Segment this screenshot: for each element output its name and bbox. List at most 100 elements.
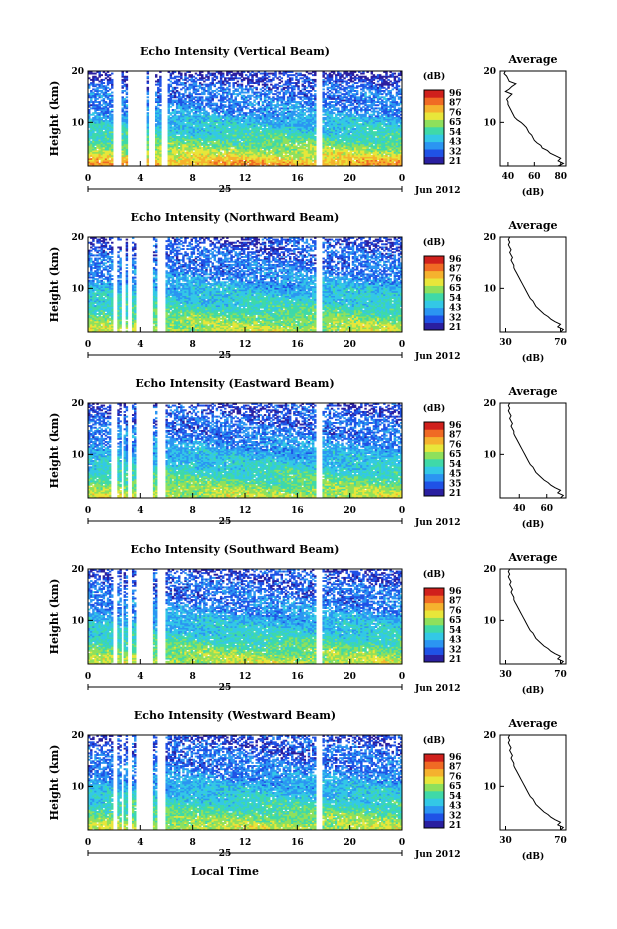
- heatmap-cell: [146, 143, 150, 146]
- heatmap-cell: [92, 164, 95, 167]
- heatmap-cell: [100, 140, 103, 143]
- heatmap-cell: [278, 151, 281, 154]
- heatmap-cell: [184, 154, 187, 157]
- heatmap-cell: [242, 156, 246, 159]
- heatmap-cell: [360, 107, 363, 110]
- heatmap-cell: [184, 159, 187, 162]
- heatmap-cell: [90, 161, 93, 164]
- heatmap-cell: [257, 151, 260, 154]
- heatmap-cell: [215, 145, 219, 148]
- heatmap-cell: [343, 151, 346, 154]
- heatmap-cell: [332, 151, 336, 154]
- heatmap-cell: [355, 147, 359, 149]
- heatmap-cell: [253, 156, 256, 159]
- heatmap-cell: [159, 158, 162, 161]
- heatmap-cell: [154, 145, 158, 148]
- heatmap-cell: [265, 158, 269, 161]
- heatmap-cell: [108, 148, 112, 151]
- heatmap-cell: [111, 113, 114, 116]
- heatmap-cell: [288, 105, 292, 108]
- heatmap-cell: [159, 109, 162, 111]
- heatmap-cell: [282, 145, 286, 148]
- heatmap-cell: [351, 156, 355, 159]
- heatmap-cell: [245, 142, 248, 145]
- heatmap-cell: [278, 159, 281, 162]
- heatmap-cell: [261, 147, 265, 149]
- heatmap-cell: [207, 159, 210, 162]
- heatmap-cell: [108, 153, 112, 156]
- heatmap-cell: [293, 151, 296, 154]
- heatmap-cell: [92, 143, 95, 146]
- heatmap-cell: [121, 145, 124, 148]
- heatmap-cell: [360, 123, 363, 126]
- heatmap-cell: [230, 150, 233, 153]
- heatmap-cell: [167, 162, 170, 165]
- heatmap-cell: [255, 164, 258, 167]
- heatmap-cell: [209, 143, 212, 146]
- heatmap-cell: [322, 156, 325, 159]
- heatmap-cell: [311, 159, 315, 162]
- heatmap-cell: [173, 158, 177, 161]
- heatmap-cell: [219, 164, 223, 167]
- heatmap-cell: [205, 147, 208, 149]
- heatmap-cell: [268, 110, 271, 113]
- heatmap-cell: [190, 159, 194, 162]
- heatmap-cell: [335, 150, 338, 153]
- heatmap-cell: [309, 145, 313, 148]
- heatmap-cell: [171, 164, 175, 167]
- heatmap-cell: [121, 153, 124, 156]
- heatmap-cell: [351, 153, 355, 156]
- heatmap-cell: [355, 154, 359, 157]
- heatmap-cell: [211, 161, 214, 164]
- heatmap-cell: [276, 143, 279, 146]
- heatmap-cell: [347, 109, 351, 111]
- heatmap-cell: [381, 161, 384, 164]
- heatmap-cell: [303, 148, 307, 151]
- heatmap-cell: [184, 135, 187, 138]
- heatmap-cell: [180, 143, 183, 146]
- heatmap-cell: [224, 162, 227, 165]
- heatmap-cell: [293, 154, 296, 157]
- heatmap-cell: [364, 156, 367, 159]
- heatmap-cell: [272, 104, 275, 107]
- heatmap-cell: [201, 142, 204, 145]
- heatmap-cell: [242, 153, 246, 156]
- heatmap-cell: [328, 159, 332, 162]
- heatmap-cell: [303, 145, 307, 148]
- heatmap-cell: [293, 159, 296, 162]
- heatmap-cell: [247, 99, 250, 102]
- heatmap-cell: [192, 164, 196, 167]
- heatmap-cell: [190, 147, 194, 149]
- heatmap-cell: [376, 158, 380, 161]
- heatmap-cell: [341, 161, 344, 164]
- heatmap-cell: [291, 164, 294, 167]
- heatmap-cell: [167, 156, 170, 159]
- heatmap-cell: [293, 145, 296, 148]
- heatmap-cell: [157, 164, 160, 167]
- heatmap-cell: [171, 126, 175, 129]
- heatmap-cell: [205, 162, 208, 165]
- heatmap-cell: [157, 150, 160, 153]
- heatmap-cell: [278, 142, 281, 145]
- heatmap-cell: [324, 147, 327, 149]
- heatmap-cell: [385, 164, 388, 167]
- heatmap-cell: [205, 140, 208, 143]
- heatmap-cell: [121, 150, 124, 153]
- heatmap-cell: [259, 145, 263, 148]
- heatmap-cell: [249, 162, 252, 165]
- heatmap-cell: [376, 150, 380, 153]
- heatmap-cell: [301, 104, 304, 107]
- heatmap-cell: [284, 115, 288, 118]
- heatmap-cell: [125, 158, 129, 161]
- heatmap-cell: [207, 145, 210, 148]
- heatmap-cell: [184, 151, 187, 154]
- heatmap-cell: [385, 161, 388, 164]
- heatmap-cell: [253, 153, 256, 156]
- heatmap-cell: [286, 142, 290, 145]
- heatmap-cell: [291, 110, 294, 113]
- heatmap-cell: [226, 154, 229, 157]
- heatmap-cell: [272, 153, 275, 156]
- heatmap-cell: [106, 120, 110, 123]
- heatmap-cell: [326, 154, 330, 157]
- heatmap-cell: [261, 162, 265, 165]
